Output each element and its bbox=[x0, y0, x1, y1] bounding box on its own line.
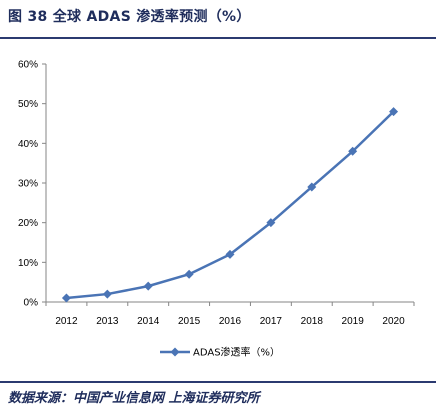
figure-title: 图 38 全球 ADAS 渗透率预测（%） bbox=[8, 9, 251, 25]
source-note: 数据来源：中国产业信息网 上海证券研究所 bbox=[8, 391, 260, 406]
y-axis: 0% 10% 20% 30% 40% 50% 60% bbox=[18, 60, 47, 309]
data-point-marker bbox=[184, 269, 194, 279]
y-tick-label: 10% bbox=[18, 258, 38, 269]
adas-penetration-line-chart: 0%10%20%30%40%50%60% 2012 2013 2014 2015 201… bbox=[18, 60, 415, 359]
x-tick-label: 2017 bbox=[260, 316, 283, 327]
data-point-marker bbox=[143, 281, 153, 291]
x-tick-label: 2016 bbox=[219, 316, 242, 327]
y-tick-label: 20% bbox=[18, 218, 38, 229]
data-point-marker bbox=[307, 182, 317, 192]
source-divider bbox=[0, 381, 436, 383]
data-point-marker bbox=[348, 146, 358, 156]
data-point-marker bbox=[102, 289, 112, 299]
title-divider bbox=[0, 37, 436, 39]
legend-swatch-marker bbox=[170, 347, 180, 357]
y-tick-label: 30% bbox=[18, 179, 38, 190]
x-tick-label: 2018 bbox=[301, 316, 324, 327]
x-tick-label: 2014 bbox=[137, 316, 160, 327]
y-tick-label: 40% bbox=[18, 139, 38, 150]
data-point-marker bbox=[389, 107, 399, 117]
x-axis: 2012 2013 2014 2015 2016 2017 2018 2019 2020 bbox=[45, 301, 415, 327]
data-point-marker bbox=[266, 218, 276, 228]
legend-label: ADAS渗透率（%） bbox=[193, 346, 280, 359]
x-tick-label: 2012 bbox=[55, 316, 78, 327]
x-tick-label: 2020 bbox=[382, 316, 405, 327]
y-tick-label: 0% bbox=[24, 298, 39, 309]
series-layer bbox=[61, 107, 399, 303]
data-point-marker bbox=[61, 293, 71, 303]
y-tick-label: 50% bbox=[18, 99, 38, 110]
y-tick-label: 60% bbox=[18, 60, 38, 71]
data-point-marker bbox=[225, 249, 235, 259]
legend: ADAS渗透率（%） bbox=[160, 346, 280, 359]
x-tick-label: 2013 bbox=[96, 316, 119, 327]
series-line bbox=[66, 110, 395, 300]
x-tick-label: 2019 bbox=[342, 316, 365, 327]
x-tick-label: 2015 bbox=[178, 316, 201, 327]
